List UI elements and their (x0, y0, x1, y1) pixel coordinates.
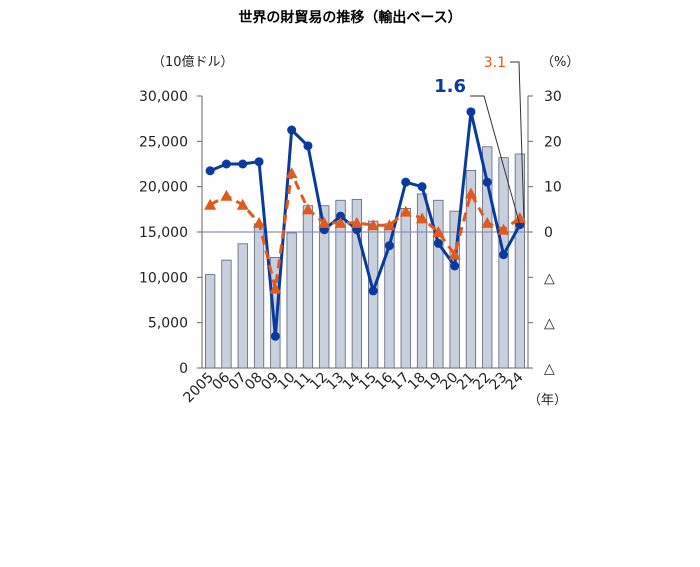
left-tick-label: 15,000 (139, 225, 188, 241)
circle-marker (482, 177, 492, 187)
right-tick-label: 0 (544, 225, 553, 241)
left-axis-unit: （10億ドル） (152, 54, 234, 70)
annotation-leader-orange (510, 61, 525, 218)
plot-area: 30,000 25,000 20,000 15,000 10,000 5,000 0 30 20… (139, 55, 562, 406)
right-tick-label: △ (544, 361, 555, 377)
bar (270, 256, 281, 369)
left-tick-label: 30,000 (139, 89, 188, 105)
bar (433, 199, 444, 369)
triangle-marker (448, 248, 461, 260)
circle-marker (221, 159, 231, 169)
left-tick-label: 0 (179, 361, 188, 377)
bar (221, 259, 232, 369)
annotation-leader-blue (470, 95, 521, 225)
circle-marker (384, 241, 394, 251)
triangle-marker (383, 219, 396, 231)
bar (253, 223, 265, 369)
triangle-marker (497, 223, 510, 235)
x-axis-unit: （年） (528, 393, 567, 408)
bar (449, 210, 460, 369)
bar (335, 199, 346, 369)
triangle-marker (220, 189, 233, 201)
triangle-marker (350, 216, 363, 228)
right-axis-unit: （%） (541, 55, 579, 70)
right-tick-label: 20 (544, 134, 562, 150)
bar (319, 205, 330, 369)
right-tick-label: 30 (544, 89, 562, 105)
category-label: 24 (503, 369, 527, 393)
circle-marker (287, 125, 297, 135)
triangle-marker (236, 198, 249, 210)
triangle-marker (269, 282, 282, 294)
circle-marker (238, 159, 248, 169)
bar (498, 157, 509, 369)
triangle-marker (432, 226, 445, 237)
triangle-marker (301, 203, 314, 215)
triangle-marker (204, 198, 217, 210)
circle-marker (368, 286, 378, 296)
bar (286, 232, 297, 369)
bar (465, 169, 477, 369)
triangle-marker (334, 216, 347, 228)
triangle-marker (285, 167, 298, 179)
bar (205, 274, 216, 369)
triangle-marker (399, 205, 412, 217)
circle-marker (270, 331, 280, 341)
circle-marker (303, 141, 313, 151)
triangle-marker (464, 187, 477, 199)
left-tick-label: 25,000 (139, 134, 188, 150)
annotation-label-blue: 1.6 (434, 76, 466, 97)
bar (302, 205, 314, 369)
annotation-label-orange: 3.1 (484, 55, 506, 71)
circle-marker (401, 177, 411, 187)
triangle-marker (513, 211, 526, 223)
left-tick-label: 5,000 (148, 316, 188, 332)
circle-marker (254, 157, 264, 167)
right-tick-label: △ (544, 316, 555, 332)
bar (514, 153, 525, 369)
left-tick-label: 20,000 (139, 180, 188, 196)
left-tick-label: 10,000 (139, 270, 188, 286)
triangle-marker (481, 216, 494, 228)
circle-marker (433, 238, 443, 248)
triangle-marker (253, 216, 266, 228)
triangle-marker (318, 216, 331, 228)
circle-marker (417, 182, 427, 192)
circle-marker (450, 261, 460, 271)
bar (237, 243, 248, 369)
right-tick-label: 10 (544, 180, 562, 196)
circle-marker (466, 107, 476, 117)
triangle-marker (367, 219, 380, 231)
circle-marker (336, 211, 346, 221)
triangle-marker (416, 212, 429, 224)
circle-marker (499, 250, 509, 260)
circle-marker (205, 166, 215, 176)
bar (351, 198, 362, 369)
right-tick-label: △ (544, 270, 555, 286)
chart-title: 世界の財貿易の推移（輸出ベース） (238, 9, 461, 26)
solid-series-line (209, 110, 522, 338)
bar (416, 193, 428, 369)
dashed-series-line (209, 171, 521, 291)
bar (482, 146, 493, 369)
